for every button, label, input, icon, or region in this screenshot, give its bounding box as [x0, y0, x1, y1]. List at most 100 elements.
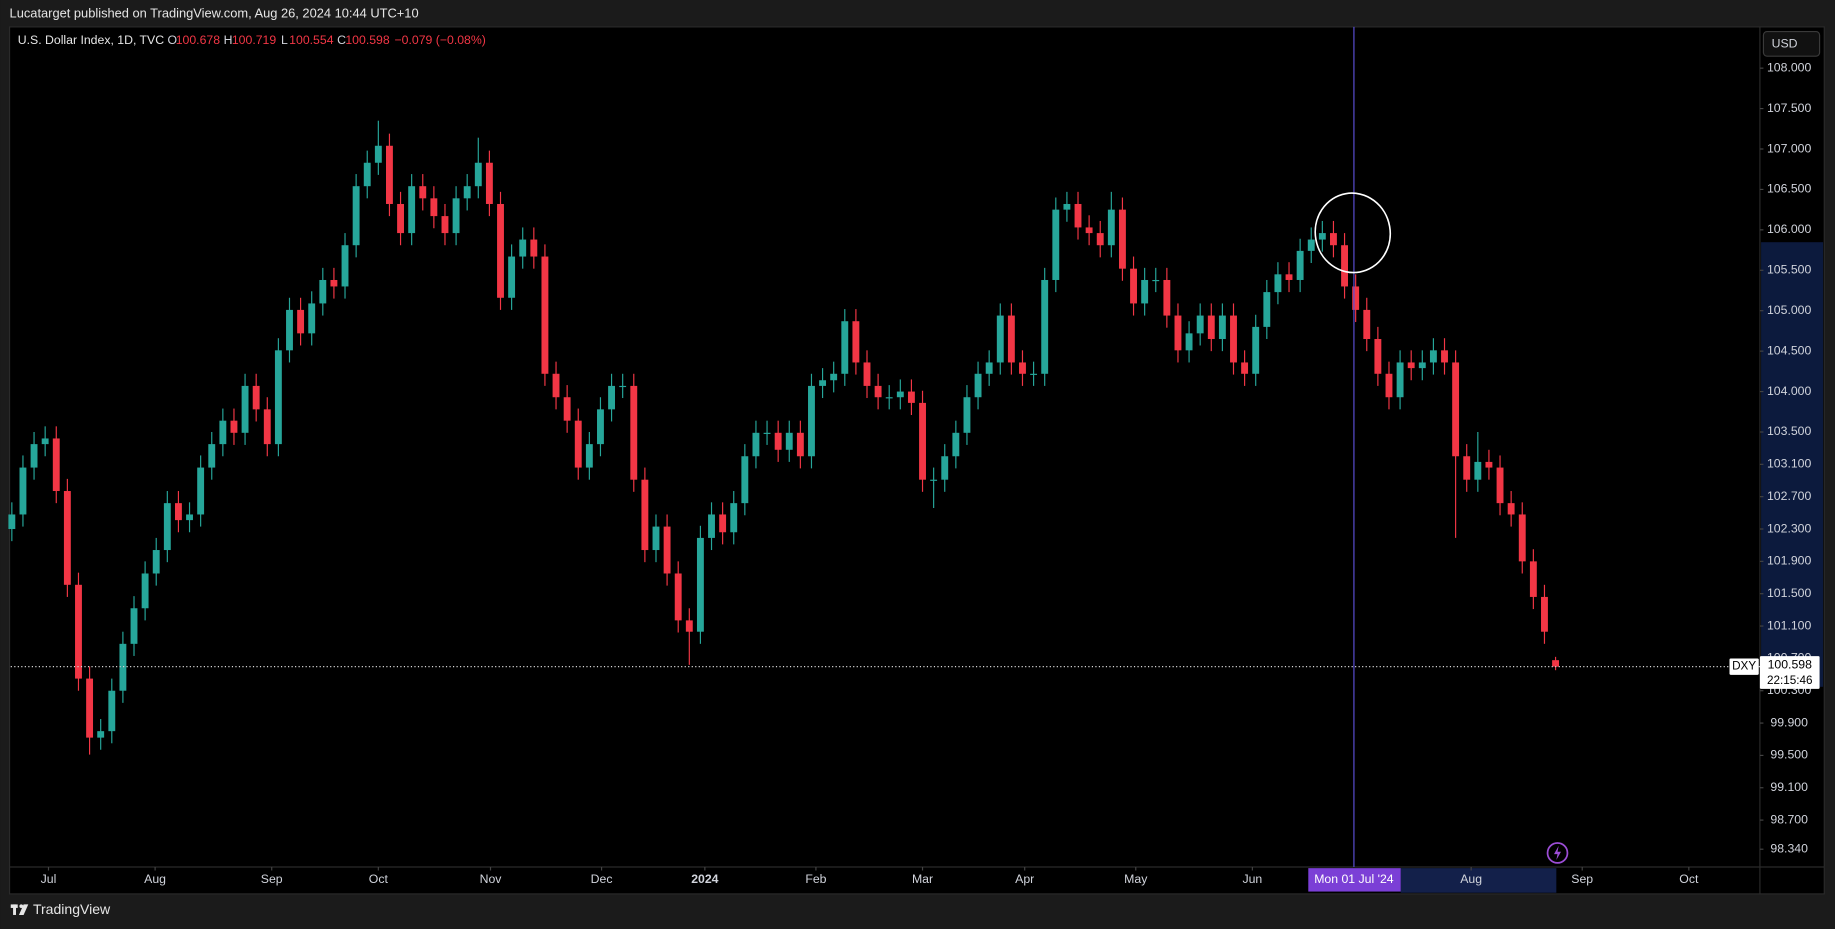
y-tick-label: 107.000 [1767, 141, 1812, 155]
candle-body [1163, 279, 1171, 316]
candle-body [1285, 274, 1293, 280]
candle-body [1463, 456, 1471, 480]
candle-body [1207, 315, 1215, 340]
time-range-highlight [1400, 868, 1557, 893]
y-tick-label: 102.300 [1767, 521, 1812, 535]
candle-body [696, 537, 704, 632]
candle-body [1363, 309, 1371, 340]
candle-body [1407, 362, 1415, 369]
y-tick-label: 105.500 [1767, 263, 1812, 277]
candle-body [308, 303, 316, 334]
circle-drawing [1314, 192, 1392, 274]
candle-body [1474, 461, 1482, 480]
candle-body [1318, 233, 1326, 240]
candle-body [785, 432, 793, 450]
legend-value: 100.719 [232, 33, 277, 47]
x-tick-label: Jul [41, 872, 57, 886]
currency-label[interactable]: USD [1772, 37, 1798, 51]
candle-body [174, 503, 182, 521]
candle-body [974, 373, 982, 398]
candle-body [985, 362, 993, 374]
x-tick-label: Nov [480, 872, 503, 886]
candle-body [763, 432, 771, 434]
candle-body [708, 514, 715, 538]
candle-body [808, 385, 815, 457]
y-tick-label: 104.500 [1767, 343, 1812, 357]
candle-body [497, 203, 504, 298]
candle-body [130, 608, 138, 644]
candle-body [1019, 362, 1026, 374]
candle-body [63, 491, 71, 585]
x-tick-label: Apr [1015, 872, 1034, 886]
y-tick-label: 98.700 [1770, 812, 1808, 826]
candle-body [830, 373, 838, 381]
candle-body [819, 380, 827, 386]
candle-body [8, 514, 16, 530]
candle-body [1507, 503, 1515, 515]
x-tick-label: Dec [591, 872, 613, 886]
candle-body [419, 186, 427, 199]
candle-body [1074, 203, 1082, 228]
candle-body [330, 279, 338, 287]
x-tick-label: Oct [369, 872, 389, 886]
candle-body [1007, 315, 1015, 363]
candle-body [186, 514, 193, 521]
candle-body [796, 432, 804, 457]
candle-body [1518, 514, 1526, 562]
candle-body [1141, 279, 1149, 304]
candle-body [919, 402, 926, 480]
candle-body [1529, 561, 1537, 597]
logo-part [13, 904, 16, 915]
candle-body [274, 350, 282, 445]
y-tick-label: 99.500 [1770, 748, 1808, 762]
candle-body [1396, 362, 1404, 398]
y-tick-label: 106.500 [1767, 182, 1812, 196]
candle-body [197, 467, 205, 515]
candle-body [1196, 315, 1204, 334]
candle-body [630, 385, 638, 480]
candle-body [386, 145, 393, 204]
candle-body [75, 584, 82, 679]
header: Lucatarget published on TradingView.com,… [10, 5, 419, 20]
x-tick-label: Sep [1571, 872, 1593, 886]
x-tick-label: Jun [1242, 872, 1262, 886]
candle-body [1263, 292, 1271, 327]
candle-body [1429, 350, 1437, 363]
candle-body [230, 420, 238, 433]
candle-body [397, 203, 404, 234]
legend-value: 100.678 [176, 33, 221, 47]
candle-body [619, 385, 627, 388]
alert-icon[interactable] [1546, 842, 1569, 864]
candle-body [1085, 227, 1093, 234]
y-tick-label: 101.500 [1767, 586, 1812, 600]
candle-body [408, 186, 416, 234]
candle-body [208, 444, 216, 468]
candle-body [319, 279, 327, 304]
legend-key: O [168, 33, 178, 47]
candle-body [430, 198, 438, 217]
price-tag-value: 100.598 [1768, 658, 1813, 672]
currency-button[interactable] [1762, 31, 1821, 57]
candle-body [141, 573, 149, 609]
candle-body [1130, 268, 1137, 304]
candle-body [363, 162, 371, 187]
candle-body [652, 526, 660, 551]
footer: TradingView [33, 901, 111, 917]
chart-panel [8, 26, 1825, 895]
candle-body [519, 239, 527, 257]
candle-body [97, 731, 105, 738]
crosshair-label-box [1308, 868, 1401, 892]
candle-body [1041, 279, 1049, 374]
candle-body [1274, 274, 1282, 293]
candle-body [485, 162, 493, 204]
y-tick-label: 99.100 [1770, 780, 1808, 794]
y-tick-label: 106.000 [1767, 222, 1812, 236]
candle-body [952, 432, 960, 457]
price-range-highlight [1761, 242, 1824, 687]
candle-body [1107, 209, 1115, 246]
candle-body [19, 467, 27, 515]
crosshair-label: Mon 01 Jul '24 [1314, 872, 1394, 886]
x-tick-label: Sep [261, 872, 283, 886]
candle-body [1052, 209, 1060, 280]
